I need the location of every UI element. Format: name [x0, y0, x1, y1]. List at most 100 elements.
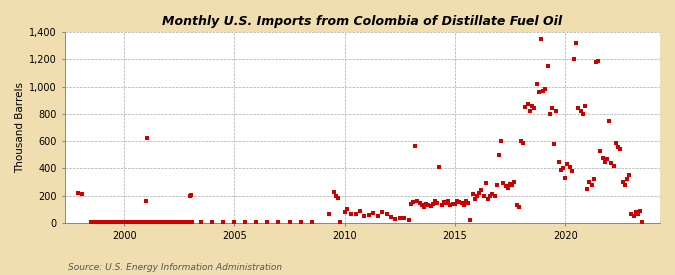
- Point: [472, 194, 483, 198]
- Point: [634, 209, 645, 213]
- Point: [418, 205, 429, 209]
- Point: [610, 140, 621, 145]
- Point: [154, 220, 165, 224]
- Point: [538, 89, 549, 93]
- Point: [628, 213, 639, 218]
- Point: [441, 201, 452, 205]
- Point: [324, 211, 335, 216]
- Point: [141, 199, 152, 204]
- Point: [240, 220, 251, 224]
- Point: [394, 215, 405, 220]
- Point: [427, 202, 438, 206]
- Point: [354, 209, 365, 213]
- Point: [520, 105, 531, 109]
- Point: [487, 192, 497, 197]
- Point: [165, 220, 176, 224]
- Point: [434, 165, 445, 169]
- Point: [121, 220, 132, 224]
- Point: [533, 90, 544, 94]
- Text: Source: U.S. Energy Information Administration: Source: U.S. Energy Information Administ…: [68, 263, 281, 272]
- Point: [549, 142, 560, 146]
- Point: [498, 181, 509, 185]
- Point: [196, 220, 207, 224]
- Point: [331, 194, 342, 198]
- Point: [97, 220, 107, 224]
- Point: [145, 220, 156, 224]
- Point: [535, 37, 546, 41]
- Point: [624, 173, 634, 178]
- Point: [110, 220, 121, 224]
- Point: [128, 220, 138, 224]
- Point: [86, 220, 97, 224]
- Point: [95, 220, 105, 224]
- Point: [340, 210, 350, 214]
- Point: [562, 162, 573, 167]
- Point: [167, 220, 178, 224]
- Point: [129, 220, 140, 224]
- Point: [620, 183, 630, 187]
- Point: [163, 220, 173, 224]
- Point: [566, 169, 577, 174]
- Point: [218, 220, 229, 224]
- Point: [390, 217, 401, 221]
- Point: [556, 168, 566, 172]
- Point: [526, 103, 537, 108]
- Point: [399, 216, 410, 221]
- Point: [575, 109, 586, 113]
- Point: [108, 220, 119, 224]
- Point: [568, 57, 579, 61]
- Point: [589, 177, 599, 182]
- Point: [571, 41, 582, 45]
- Point: [599, 160, 610, 164]
- Point: [346, 212, 356, 216]
- Point: [606, 161, 617, 165]
- Point: [474, 191, 485, 195]
- Point: [456, 201, 467, 205]
- Point: [454, 200, 464, 204]
- Point: [586, 183, 597, 187]
- Point: [593, 58, 603, 63]
- Point: [262, 220, 273, 224]
- Point: [617, 180, 628, 184]
- Point: [101, 220, 112, 224]
- Point: [430, 198, 441, 203]
- Point: [445, 203, 456, 208]
- Point: [580, 103, 591, 108]
- Point: [142, 136, 153, 140]
- Point: [90, 220, 101, 224]
- Point: [582, 187, 593, 191]
- Point: [136, 220, 147, 224]
- Point: [133, 220, 144, 224]
- Point: [169, 220, 180, 224]
- Point: [77, 192, 88, 197]
- Point: [436, 203, 447, 208]
- Point: [140, 220, 151, 224]
- Point: [595, 148, 606, 153]
- Point: [174, 220, 185, 224]
- Point: [481, 181, 491, 185]
- Point: [564, 165, 575, 169]
- Point: [342, 207, 352, 212]
- Point: [421, 202, 431, 206]
- Point: [105, 220, 116, 224]
- Point: [131, 220, 142, 224]
- Point: [284, 220, 295, 224]
- Point: [591, 60, 601, 64]
- Point: [452, 199, 462, 204]
- Point: [448, 202, 458, 206]
- Point: [251, 220, 262, 224]
- Point: [458, 202, 469, 207]
- Point: [558, 166, 568, 171]
- Point: [514, 205, 524, 209]
- Point: [186, 193, 197, 197]
- Point: [509, 180, 520, 184]
- Point: [529, 106, 540, 111]
- Point: [467, 192, 478, 196]
- Point: [408, 200, 418, 204]
- Point: [377, 210, 387, 214]
- Point: [560, 176, 570, 180]
- Point: [295, 220, 306, 224]
- Point: [489, 194, 500, 198]
- Point: [608, 164, 619, 168]
- Point: [159, 220, 169, 224]
